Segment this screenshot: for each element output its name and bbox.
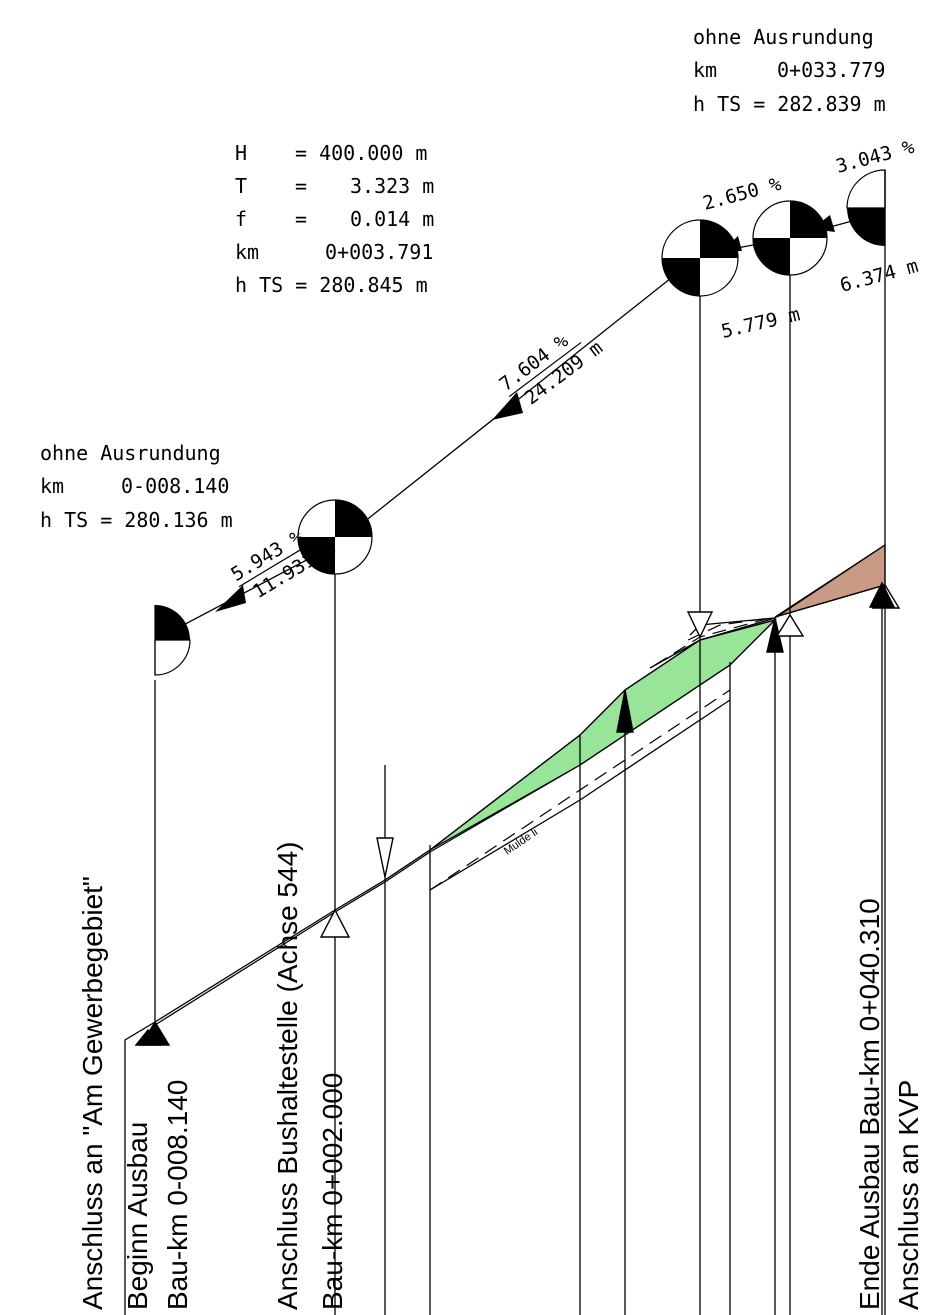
- end-point-annotation: ohne Ausrundung km 0+033.779 h TS = 282.…: [693, 25, 886, 116]
- vertex-mid-icon: [752, 200, 828, 276]
- end-h-ts: h TS = 282.839 m: [693, 92, 886, 116]
- curve-f-eq: =: [295, 207, 307, 231]
- gradient-arrow-icon: [215, 585, 246, 612]
- vertex-start-icon: [154, 605, 191, 676]
- curve-t-eq: =: [295, 174, 307, 198]
- curve-km-key: km: [235, 240, 259, 264]
- end-km-value: 0+033.779: [777, 58, 885, 82]
- curve-t-key: T: [235, 174, 247, 198]
- elevation-markers: [134, 581, 901, 1046]
- marker-up-open-icon: [775, 613, 805, 637]
- marker-down-open-icon: [376, 837, 394, 878]
- station2-line2: Bau-km 0+002.000: [317, 1073, 348, 1310]
- vertex-pvi-icon: [661, 219, 739, 297]
- marker-up-filled-icon: [134, 1028, 162, 1046]
- seg4-length: 6.374 m: [838, 255, 921, 297]
- vertex-end-icon: [846, 169, 886, 246]
- marker-down-open-icon: [686, 611, 714, 639]
- start-h-ts: h TS = 280.136 m: [40, 508, 233, 532]
- curve-h-key: H: [235, 141, 247, 165]
- curve-h-ts: h TS = 280.845 m: [235, 273, 428, 297]
- start-km-value: 0-008.140: [121, 474, 229, 498]
- gradient-arrow-icon: [492, 392, 523, 420]
- station1-line2: Beginn Ausbau: [122, 1122, 153, 1310]
- curve-km-value: 0+003.791: [325, 240, 433, 264]
- marker-up-filled-icon: [616, 689, 634, 733]
- curve-parameters-annotation: H = 400.000 m T = 3.323 m f = 0.014 m km…: [235, 141, 434, 297]
- curve-f-value: 0.014 m: [350, 207, 434, 231]
- station2-line1: Anschluss Bushaltestelle (Achse 544): [272, 842, 303, 1310]
- station-labels: Anschluss an "Am Gewerbegebiet" Beginn A…: [77, 842, 924, 1310]
- terrain-lines: [124, 544, 886, 1315]
- ditch-label: Mulde li: [502, 826, 540, 857]
- station3-line1: Ende Ausbau Bau-km 0+040.310: [854, 898, 885, 1310]
- station3-line2: Anschluss an KVP: [893, 1080, 924, 1310]
- marker-up-open-icon: [319, 908, 351, 938]
- curve-h-value: = 400.000 m: [295, 141, 427, 165]
- curve-f-key: f: [235, 207, 247, 231]
- start-point-annotation: ohne Ausrundung km 0-008.140 h TS = 280.…: [40, 441, 233, 532]
- station1-line1: Anschluss an "Am Gewerbegebiet": [77, 876, 108, 1310]
- start-label: ohne Ausrundung: [40, 441, 221, 465]
- curve-t-value: 3.323 m: [350, 174, 434, 198]
- start-km-key: km: [40, 474, 64, 498]
- end-label: ohne Ausrundung: [693, 25, 874, 49]
- vertex-curve-icon: [297, 499, 373, 575]
- station1-line3: Bau-km 0-008.140: [162, 1080, 193, 1310]
- station-lines: [154, 170, 886, 1315]
- end-km-key: km: [693, 58, 717, 82]
- marker-up-open-icon: [871, 583, 901, 609]
